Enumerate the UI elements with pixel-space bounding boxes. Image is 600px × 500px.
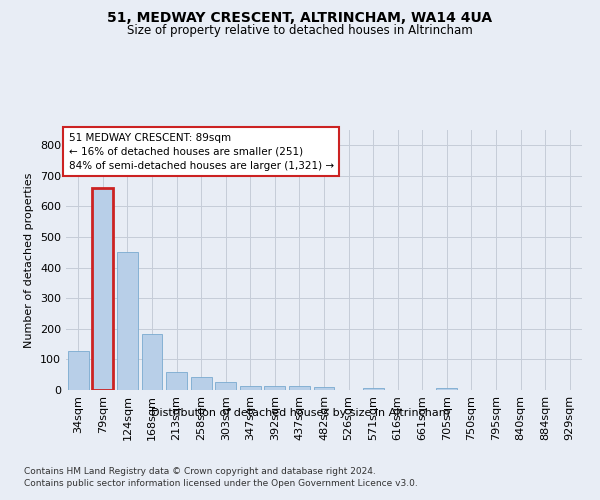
Bar [191, 377, 212, 390]
Bar [436, 388, 457, 390]
Bar [92, 188, 113, 390]
Bar [265, 386, 286, 390]
Bar [362, 388, 383, 390]
Bar [117, 252, 138, 390]
Text: Contains public sector information licensed under the Open Government Licence v3: Contains public sector information licen… [24, 479, 418, 488]
Bar [142, 334, 163, 390]
Bar [166, 372, 187, 390]
Bar [215, 382, 236, 390]
Text: Contains HM Land Registry data © Crown copyright and database right 2024.: Contains HM Land Registry data © Crown c… [24, 468, 376, 476]
Bar [314, 387, 334, 390]
Bar [68, 351, 89, 390]
Bar [289, 386, 310, 390]
Text: Distribution of detached houses by size in Altrincham: Distribution of detached houses by size … [151, 408, 449, 418]
Text: 51 MEDWAY CRESCENT: 89sqm
← 16% of detached houses are smaller (251)
84% of semi: 51 MEDWAY CRESCENT: 89sqm ← 16% of detac… [68, 132, 334, 170]
Text: 51, MEDWAY CRESCENT, ALTRINCHAM, WA14 4UA: 51, MEDWAY CRESCENT, ALTRINCHAM, WA14 4U… [107, 11, 493, 25]
Y-axis label: Number of detached properties: Number of detached properties [25, 172, 34, 348]
Text: Size of property relative to detached houses in Altrincham: Size of property relative to detached ho… [127, 24, 473, 37]
Bar [240, 386, 261, 390]
